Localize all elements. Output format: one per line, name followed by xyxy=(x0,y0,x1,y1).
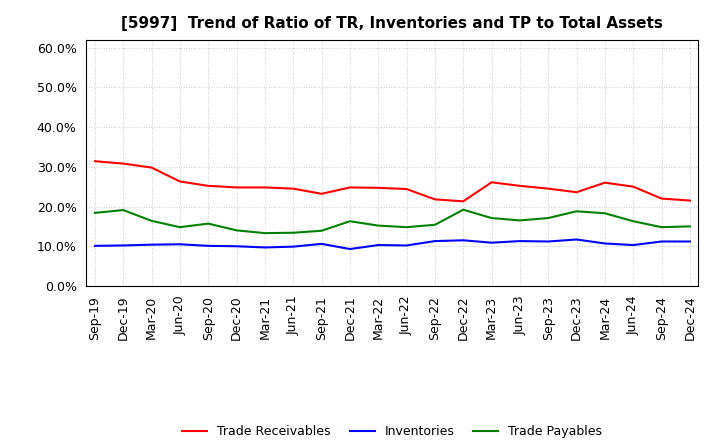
Trade Payables xyxy=(119,207,127,213)
Trade Receivables xyxy=(572,190,581,195)
Trade Receivables xyxy=(685,198,694,203)
Inventories xyxy=(119,243,127,248)
Inventories xyxy=(516,238,524,244)
Inventories xyxy=(572,237,581,242)
Line: Inventories: Inventories xyxy=(95,239,690,249)
Trade Receivables xyxy=(402,187,411,192)
Trade Payables xyxy=(374,223,382,228)
Trade Payables xyxy=(629,219,637,224)
Trade Payables xyxy=(487,216,496,221)
Trade Payables xyxy=(204,221,212,226)
Trade Payables xyxy=(261,231,269,236)
Inventories xyxy=(204,243,212,249)
Trade Receivables xyxy=(600,180,609,185)
Trade Payables xyxy=(148,218,156,224)
Trade Receivables xyxy=(318,191,326,196)
Trade Payables xyxy=(657,224,666,230)
Trade Payables xyxy=(346,219,354,224)
Trade Receivables xyxy=(459,199,467,204)
Trade Receivables xyxy=(91,158,99,164)
Inventories xyxy=(233,244,241,249)
Trade Receivables xyxy=(657,196,666,201)
Inventories xyxy=(487,240,496,246)
Trade Payables xyxy=(600,211,609,216)
Inventories xyxy=(459,238,467,243)
Trade Payables xyxy=(402,224,411,230)
Inventories xyxy=(176,242,184,247)
Trade Receivables xyxy=(431,197,439,202)
Inventories xyxy=(261,245,269,250)
Inventories xyxy=(402,243,411,248)
Trade Receivables xyxy=(374,185,382,191)
Legend: Trade Receivables, Inventories, Trade Payables: Trade Receivables, Inventories, Trade Pa… xyxy=(177,420,608,440)
Trade Receivables xyxy=(261,185,269,190)
Trade Payables xyxy=(91,210,99,216)
Trade Payables xyxy=(431,222,439,227)
Inventories xyxy=(148,242,156,247)
Trade Receivables xyxy=(289,186,297,191)
Inventories xyxy=(318,241,326,246)
Trade Payables xyxy=(233,228,241,233)
Trade Receivables xyxy=(516,183,524,188)
Trade Receivables xyxy=(487,180,496,185)
Trade Receivables xyxy=(176,179,184,184)
Trade Payables xyxy=(176,224,184,230)
Trade Receivables xyxy=(119,161,127,166)
Line: Trade Payables: Trade Payables xyxy=(95,210,690,233)
Trade Receivables xyxy=(629,184,637,189)
Trade Receivables xyxy=(204,183,212,188)
Trade Receivables xyxy=(233,185,241,190)
Inventories xyxy=(629,242,637,248)
Inventories xyxy=(91,243,99,249)
Inventories xyxy=(600,241,609,246)
Inventories xyxy=(431,238,439,244)
Trade Payables xyxy=(544,216,552,221)
Inventories xyxy=(685,239,694,244)
Title: [5997]  Trend of Ratio of TR, Inventories and TP to Total Assets: [5997] Trend of Ratio of TR, Inventories… xyxy=(122,16,663,32)
Trade Payables xyxy=(289,230,297,235)
Trade Payables xyxy=(685,224,694,229)
Trade Payables xyxy=(318,228,326,233)
Trade Payables xyxy=(516,218,524,223)
Trade Receivables xyxy=(346,185,354,190)
Trade Payables xyxy=(572,209,581,214)
Inventories xyxy=(374,242,382,248)
Trade Receivables xyxy=(544,186,552,191)
Trade Payables xyxy=(459,207,467,213)
Trade Receivables xyxy=(148,165,156,170)
Inventories xyxy=(544,239,552,244)
Inventories xyxy=(346,246,354,252)
Inventories xyxy=(289,244,297,249)
Inventories xyxy=(657,239,666,244)
Line: Trade Receivables: Trade Receivables xyxy=(95,161,690,202)
